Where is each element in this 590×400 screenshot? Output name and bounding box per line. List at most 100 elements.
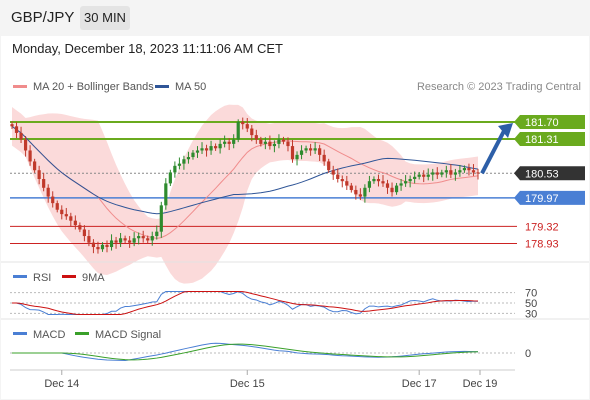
candle-body	[250, 128, 254, 136]
candle-body	[164, 183, 168, 206]
forecast-arrow-head	[498, 122, 513, 138]
x-tick-label: Dec 14	[44, 378, 79, 390]
candle-body	[268, 141, 272, 147]
candle-body	[60, 209, 64, 215]
macd-signal-legend-swatch	[75, 332, 89, 335]
candle-body	[209, 146, 213, 151]
candle-body	[109, 240, 114, 248]
macd-legend-swatch	[13, 332, 27, 335]
candle-body	[453, 172, 457, 175]
rsi-legend-label: RSI	[33, 272, 51, 284]
candle-body	[19, 132, 23, 140]
candle-body	[195, 150, 200, 153]
x-axis-ticks: Dec 14 Dec 15 Dec 17 Dec 19	[44, 370, 497, 390]
level-labels-layer: 181.70 181.31 180.53 179.97 179.32 178.93	[514, 114, 585, 251]
level-label-178.93: 178.93	[525, 239, 559, 251]
rsi-line	[11, 291, 479, 315]
macd-legend-label: MACD	[33, 329, 65, 341]
candle-body	[426, 174, 430, 177]
candle-body	[322, 154, 326, 162]
candle-body	[23, 139, 28, 151]
rsi-level-label-50: 50	[525, 298, 537, 310]
candle-body	[245, 124, 249, 129]
candle-body	[304, 148, 308, 151]
candle-body	[87, 236, 91, 243]
candle-body	[367, 181, 372, 188]
ma50-legend-label: MA 50	[175, 81, 206, 93]
candle-body	[159, 205, 163, 232]
macd-zero-label: 0	[525, 348, 531, 360]
candle-body	[318, 148, 322, 155]
candle-body	[309, 148, 313, 151]
candle-body	[82, 229, 86, 237]
candle-body	[413, 176, 417, 179]
level-tag-181.70	[514, 114, 585, 129]
candle-body	[462, 168, 467, 171]
candle-body	[28, 150, 32, 162]
candle-body	[349, 185, 353, 190]
macd-line	[12, 342, 479, 361]
candle-body	[182, 159, 186, 164]
candle-body	[223, 141, 227, 144]
candle-body	[327, 161, 331, 171]
candle-body	[408, 179, 412, 182]
candle-body	[417, 174, 421, 177]
rsi-ma-legend-label: 9MA	[82, 272, 105, 284]
candle-body	[137, 236, 141, 239]
moving-average-layer	[11, 125, 479, 239]
candle-body	[422, 174, 426, 177]
candle-body	[146, 238, 150, 241]
macd-signal-line	[12, 343, 479, 361]
candle-body	[218, 143, 222, 149]
candle-body	[372, 179, 376, 182]
timeframe-button[interactable]: 30 MIN	[80, 6, 130, 30]
candle-body	[254, 135, 258, 140]
candle-body	[213, 146, 218, 149]
candle-body	[114, 240, 118, 243]
candle-body	[10, 124, 14, 127]
candle-body	[340, 179, 344, 182]
candle-body	[476, 172, 480, 174]
candle-body	[33, 161, 37, 171]
candle-body	[64, 214, 68, 217]
candle-body	[55, 203, 59, 210]
candle-body	[399, 183, 403, 186]
candle-body	[51, 196, 55, 204]
macd-layer: 0	[10, 342, 531, 361]
candle-body	[177, 163, 181, 166]
candle-body	[123, 238, 127, 241]
level-tag-180.53	[514, 166, 585, 181]
candle-body	[440, 172, 444, 175]
ma50-legend-swatch	[155, 85, 169, 88]
candle-body	[46, 187, 50, 197]
ma20-legend-swatch	[13, 85, 27, 88]
level-label-180.53: 180.53	[525, 168, 559, 180]
candle-body	[232, 139, 236, 144]
rsi-level-label-30: 30	[525, 308, 537, 320]
credit-label: Research © 2023 Trading Central	[417, 81, 581, 93]
candle-body	[37, 170, 41, 179]
candle-body	[331, 170, 335, 175]
candle-body	[286, 141, 290, 147]
candle-body	[191, 152, 195, 158]
candle-body	[290, 146, 295, 160]
level-label-181.70: 181.70	[525, 117, 559, 129]
candle-body	[354, 189, 358, 195]
candle-body	[42, 179, 46, 188]
candle-body	[78, 225, 82, 230]
x-tick-label: Dec 15	[230, 378, 265, 390]
candle-body	[105, 244, 109, 248]
candle-body	[376, 179, 381, 182]
candle-body	[96, 247, 100, 250]
level-label-179.97: 179.97	[525, 193, 559, 205]
candle-body	[241, 121, 245, 125]
candle-body	[458, 170, 462, 173]
candle-body	[173, 165, 177, 173]
candle-body	[299, 150, 304, 155]
level-tag-181.31	[514, 132, 585, 147]
candle-body	[118, 238, 123, 243]
candle-body	[449, 170, 453, 175]
candle-body	[200, 148, 204, 151]
candle-body	[385, 183, 390, 188]
